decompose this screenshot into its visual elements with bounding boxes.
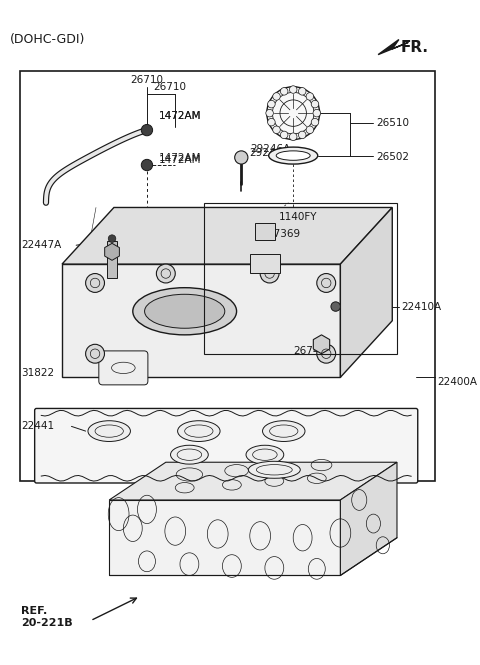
- Circle shape: [317, 273, 336, 293]
- Circle shape: [331, 302, 340, 311]
- Text: 1472AM: 1472AM: [159, 154, 202, 164]
- Bar: [204, 203, 397, 354]
- Ellipse shape: [269, 147, 318, 164]
- Ellipse shape: [246, 446, 284, 464]
- FancyBboxPatch shape: [254, 223, 275, 239]
- Text: 1472AM: 1472AM: [159, 156, 202, 166]
- Ellipse shape: [276, 151, 310, 160]
- Text: 31822: 31822: [22, 368, 55, 378]
- Text: 1140FY: 1140FY: [279, 212, 318, 222]
- FancyBboxPatch shape: [35, 408, 418, 483]
- Circle shape: [141, 124, 153, 136]
- Circle shape: [85, 273, 105, 293]
- Circle shape: [267, 86, 320, 140]
- Polygon shape: [62, 264, 340, 377]
- Circle shape: [280, 88, 288, 95]
- Circle shape: [108, 235, 116, 242]
- Circle shape: [313, 109, 321, 117]
- Circle shape: [311, 118, 319, 126]
- Text: 26710: 26710: [154, 82, 187, 92]
- Circle shape: [311, 100, 319, 108]
- Polygon shape: [62, 207, 392, 264]
- Circle shape: [306, 92, 313, 100]
- Polygon shape: [378, 39, 408, 55]
- Ellipse shape: [263, 421, 305, 442]
- Text: 29246A: 29246A: [251, 144, 291, 154]
- Text: 29246A: 29246A: [249, 148, 289, 158]
- Ellipse shape: [248, 462, 300, 478]
- Circle shape: [85, 344, 105, 363]
- Text: 22447A: 22447A: [22, 240, 62, 250]
- Circle shape: [317, 344, 336, 363]
- Text: 22410A: 22410A: [402, 301, 442, 312]
- Text: 26740: 26740: [293, 346, 326, 356]
- Polygon shape: [109, 462, 397, 500]
- Text: 1472AM: 1472AM: [159, 111, 202, 121]
- Circle shape: [280, 131, 288, 139]
- Text: 20-221B: 20-221B: [22, 618, 73, 628]
- Circle shape: [273, 126, 280, 134]
- Circle shape: [306, 126, 313, 134]
- Circle shape: [289, 86, 297, 93]
- Ellipse shape: [88, 421, 131, 442]
- Circle shape: [156, 264, 175, 283]
- Text: 37369: 37369: [267, 229, 300, 239]
- Circle shape: [299, 88, 306, 95]
- Polygon shape: [340, 207, 392, 377]
- Ellipse shape: [170, 446, 208, 464]
- Bar: [108, 241, 117, 278]
- Circle shape: [299, 131, 306, 139]
- Circle shape: [235, 151, 248, 164]
- Text: 26502: 26502: [376, 152, 409, 162]
- Polygon shape: [340, 462, 397, 575]
- Circle shape: [273, 92, 280, 100]
- Circle shape: [141, 160, 153, 171]
- Text: 26710: 26710: [131, 75, 164, 85]
- Circle shape: [289, 133, 297, 140]
- Text: 22441: 22441: [22, 422, 55, 432]
- Text: 26510: 26510: [376, 118, 409, 128]
- Text: (DOHC-GDI): (DOHC-GDI): [10, 33, 85, 46]
- Polygon shape: [109, 500, 340, 575]
- Ellipse shape: [144, 295, 225, 329]
- Ellipse shape: [178, 421, 220, 442]
- Text: FR.: FR.: [401, 40, 429, 55]
- Circle shape: [268, 118, 275, 126]
- FancyBboxPatch shape: [250, 254, 280, 273]
- Circle shape: [260, 264, 279, 283]
- Bar: [20, 70, 435, 481]
- FancyBboxPatch shape: [99, 351, 148, 385]
- Circle shape: [266, 109, 274, 117]
- Ellipse shape: [133, 288, 237, 335]
- Text: REF.: REF.: [22, 606, 48, 616]
- Text: 1472AM: 1472AM: [159, 111, 202, 121]
- Text: 22400A: 22400A: [438, 377, 478, 387]
- Circle shape: [268, 100, 275, 108]
